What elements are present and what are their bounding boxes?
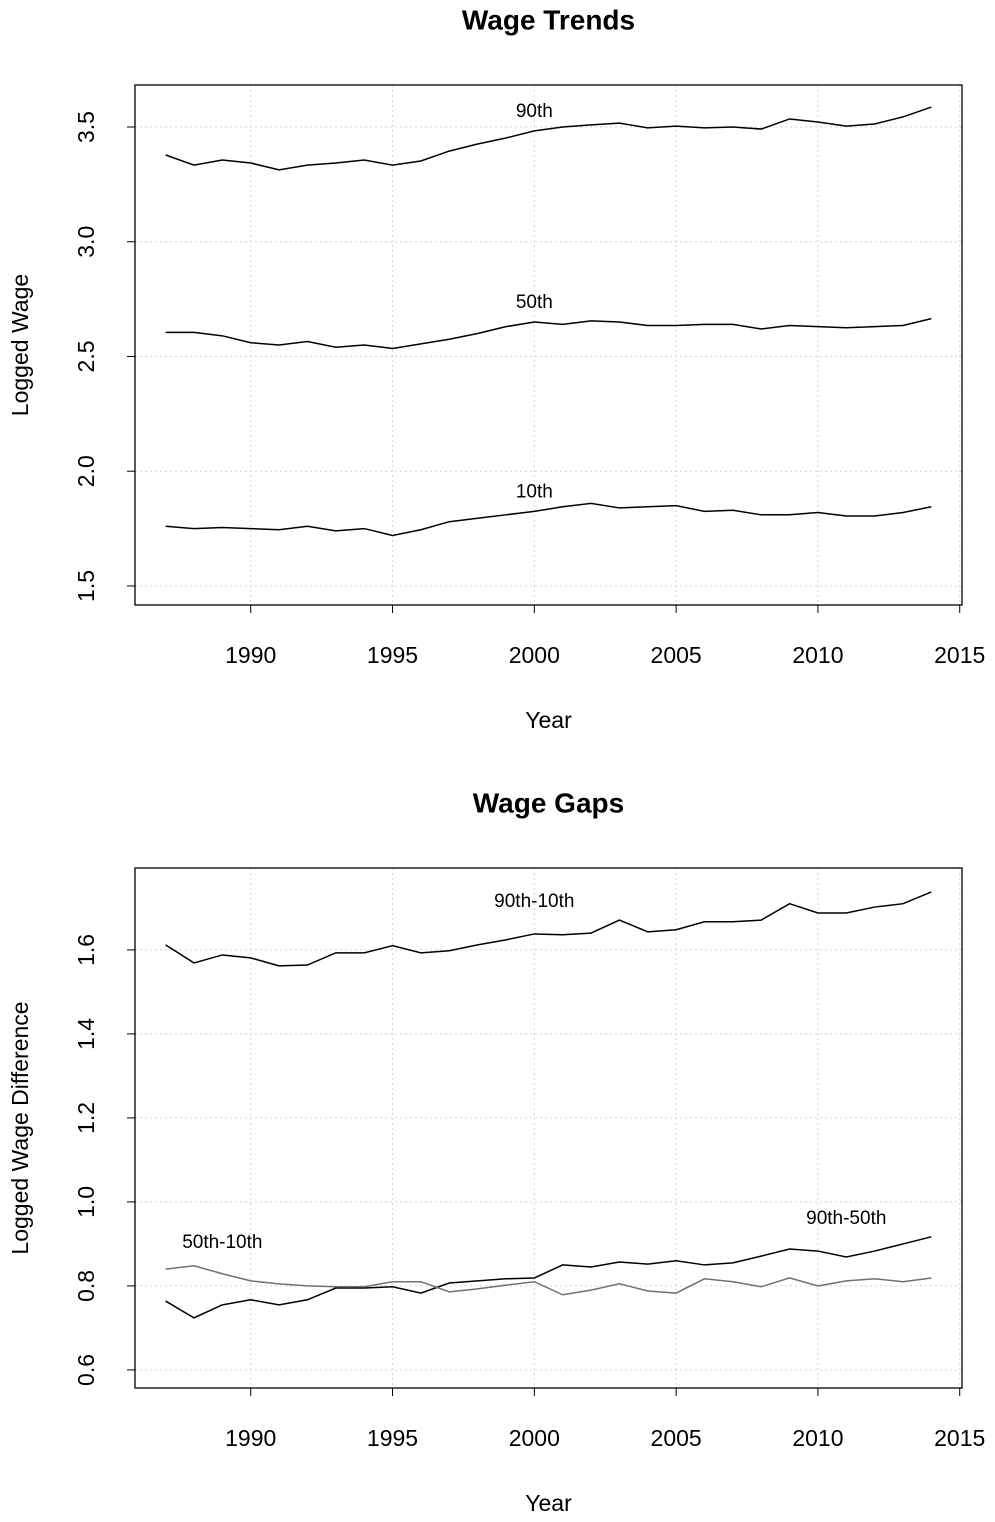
series-line: [165, 1236, 932, 1319]
series-label: 90th-10th: [494, 891, 574, 912]
series-line: [165, 317, 932, 350]
x-tick-label: 2010: [792, 642, 843, 668]
x-tick-label: 1995: [367, 1425, 418, 1451]
x-tick-label: 1990: [225, 1425, 276, 1451]
series-label: 90th: [516, 101, 553, 122]
series-label: 50th-10th: [182, 1232, 262, 1253]
x-tick-label: 2005: [651, 642, 702, 668]
y-tick-label: 2.5: [73, 340, 99, 372]
plot-frame: [134, 867, 963, 1389]
y-axis-label: Logged Wage: [7, 274, 33, 416]
x-tick-label: 2015: [934, 1425, 985, 1451]
x-tick-label: 1990: [225, 642, 276, 668]
y-tick-label: 0.8: [73, 1270, 99, 1302]
series-line: [165, 891, 932, 967]
series-line: [165, 502, 932, 537]
y-tick-label: 3.0: [73, 226, 99, 258]
y-tick-label: 0.6: [73, 1354, 99, 1386]
y-tick-label: 1.6: [73, 934, 99, 966]
series-label: 10th: [516, 481, 553, 502]
series-line: [165, 106, 932, 171]
x-tick-label: 2000: [509, 1425, 560, 1451]
series-label: 90th-50th: [806, 1208, 886, 1229]
y-tick-label: 1.4: [73, 1018, 99, 1050]
plot-frame: [134, 84, 963, 606]
x-tick-label: 2005: [651, 1425, 702, 1451]
x-axis-label: Year: [525, 707, 572, 733]
series-line: [165, 1265, 932, 1296]
chart-title: Wage Trends: [462, 4, 635, 35]
x-tick-label: 2015: [934, 642, 985, 668]
series-label: 50th: [516, 292, 553, 313]
x-tick-label: 2000: [509, 642, 560, 668]
y-tick-label: 1.5: [73, 570, 99, 602]
y-tick-label: 1.2: [73, 1102, 99, 1134]
y-tick-label: 2.0: [73, 455, 99, 487]
y-tick-label: 1.0: [73, 1186, 99, 1218]
x-axis-label: Year: [525, 1490, 572, 1516]
x-tick-label: 2010: [792, 1425, 843, 1451]
chart-title: Wage Gaps: [473, 787, 624, 818]
y-tick-label: 3.5: [73, 111, 99, 143]
y-axis-label: Logged Wage Difference: [7, 1001, 33, 1254]
x-tick-label: 1995: [367, 642, 418, 668]
